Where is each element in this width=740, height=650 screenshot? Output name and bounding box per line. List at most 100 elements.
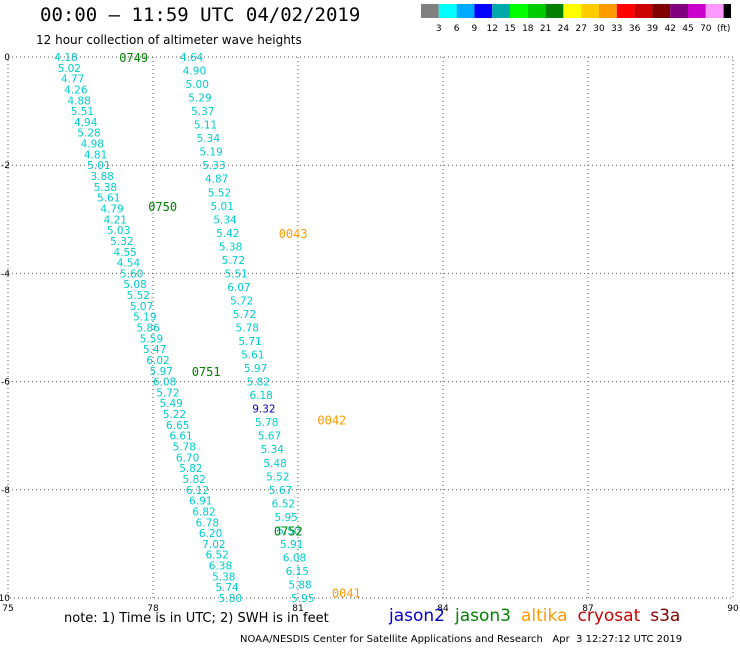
- wave-height-point: 5.01: [87, 160, 110, 172]
- x-tick-label: 81: [292, 604, 303, 614]
- colorbar-label: 39: [647, 24, 659, 34]
- page-subtitle: 12 hour collection of altimeter wave hei…: [36, 33, 302, 47]
- legend-item-altika: altika: [521, 606, 568, 626]
- wave-height-point: 5.48: [263, 458, 286, 470]
- footer-note: note: 1) Time is in UTC; 2) SWH is in fe…: [64, 611, 329, 626]
- wave-height-point: 6.07: [227, 282, 250, 294]
- plot-frame: [7, 56, 734, 599]
- wave-height-point: 5.34: [213, 214, 237, 226]
- colorbar-swatch: [723, 4, 731, 18]
- orbit-number-label: 0749: [119, 51, 148, 65]
- wave-height-point: 6.08: [283, 552, 306, 564]
- x-tick-label: 90: [727, 604, 739, 614]
- wave-height-point: 4.98: [81, 139, 104, 151]
- wave-height-point: 5.61: [241, 350, 264, 362]
- wave-height-point: 5.52: [266, 471, 289, 483]
- wave-height-point: 5.80: [219, 593, 242, 605]
- colorbar-swatch: [545, 4, 564, 18]
- x-tick-label: 84: [437, 604, 449, 614]
- wave-height-point: 4.88: [67, 95, 90, 107]
- colorbar-swatch: [510, 4, 528, 18]
- wave-height-point: 5.91: [280, 539, 303, 551]
- colorbar-label: 24: [558, 24, 570, 34]
- wave-height-point: 5.97: [150, 366, 173, 378]
- wave-height-point: 5.00: [186, 79, 209, 91]
- wave-height-point: 4.94: [74, 117, 98, 129]
- colorbar-swatch: [438, 4, 457, 18]
- wave-height-point: 6.61: [169, 431, 192, 443]
- wave-height-point: 5.78: [255, 417, 278, 429]
- y-tick-label: -10: [0, 594, 10, 604]
- wave-height-point: 5.51: [71, 106, 94, 118]
- colorbar-swatch: [581, 4, 599, 18]
- wave-height-point: 5.72: [230, 295, 253, 307]
- wave-height-point: 5.60: [120, 268, 143, 280]
- colorbar-swatch: [670, 4, 688, 18]
- wave-height-point: 6.38: [209, 561, 232, 573]
- colorbar-swatch: [599, 4, 617, 18]
- wave-height-point: 5.82: [247, 377, 270, 389]
- wave-height-point: 6.08: [153, 377, 176, 389]
- wave-height-point: 5.28: [77, 128, 100, 140]
- colorbar-label: 21: [540, 24, 551, 34]
- colorbar-label: 18: [522, 24, 534, 34]
- colorbar-swatch: [474, 4, 493, 18]
- colorbar-swatch: [456, 4, 475, 18]
- wave-height-point: 9.32: [252, 404, 275, 416]
- colorbar-swatch: [705, 4, 724, 18]
- colorbar-label: 15: [504, 24, 515, 34]
- wave-height-point: 5.74: [215, 582, 239, 594]
- wave-height-point: 5.71: [238, 336, 261, 348]
- wave-height-point: 6.82: [192, 506, 215, 518]
- wave-height-point: 6.52: [272, 498, 295, 510]
- wave-height-point: 3.88: [90, 171, 113, 183]
- wave-height-point: 6.70: [176, 452, 199, 464]
- wave-height-point: 5.67: [269, 485, 292, 497]
- wave-height-point: 7.02: [202, 539, 225, 551]
- wave-height-point: 5.82: [182, 474, 205, 486]
- colorbar-swatch: [652, 4, 671, 18]
- wave-height-point: 5.19: [133, 312, 156, 324]
- satellite-legend: jason2 jason3 altika cryosat s3a: [389, 606, 690, 626]
- wave-height-point: 5.37: [191, 106, 214, 118]
- wave-height-point: 5.72: [222, 255, 245, 267]
- wave-height-point: 5.22: [163, 409, 186, 421]
- wave-height-point: 4.90: [183, 66, 206, 78]
- wave-height-point: 4.64: [180, 52, 204, 64]
- wave-height-point: 4.54: [117, 258, 141, 270]
- colorbar-label: 42: [664, 24, 675, 34]
- wave-height-point: 4.81: [84, 149, 107, 161]
- y-tick-label: 0: [4, 53, 10, 63]
- legend-item-jason3: jason3: [455, 606, 511, 626]
- colorbar-label: (ft): [717, 24, 731, 34]
- colorbar-swatch: [563, 4, 582, 18]
- colorbar: 3 6 9 12 15 18 21 24 27 30 33 36 39 42 45 70 (ft): [421, 4, 731, 34]
- orbit-number-label: 0752: [274, 524, 303, 538]
- wave-height-point: 5.38: [94, 182, 117, 194]
- wave-height-point: 4.55: [113, 247, 136, 259]
- wave-height-point: 5.02: [58, 63, 81, 75]
- wave-height-point: 4.77: [61, 74, 84, 86]
- wave-height-point: 6.52: [205, 550, 228, 562]
- legend-item-cryosat: cryosat: [577, 606, 641, 626]
- x-tick-label: 75: [2, 604, 13, 614]
- wave-height-point: 6.65: [166, 420, 189, 432]
- colorbar-swatch: [527, 4, 546, 18]
- wave-height-point: 5.61: [97, 193, 120, 205]
- wave-height-point: 5.19: [199, 147, 222, 159]
- wave-height-point: 5.33: [202, 160, 225, 172]
- wave-height-point: 5.78: [236, 323, 259, 335]
- wave-height-point: 6.02: [146, 355, 169, 367]
- wave-height-point: 5.38: [219, 241, 242, 253]
- wave-height-point: 5.97: [244, 363, 267, 375]
- y-tick-label: -2: [1, 161, 10, 171]
- colorbar-label: 36: [629, 24, 641, 34]
- wave-height-point: 5.72: [233, 309, 256, 321]
- wave-height-point: 5.51: [224, 268, 247, 280]
- wave-height-point: 5.29: [188, 93, 211, 105]
- wave-height-point: 5.42: [216, 228, 239, 240]
- wave-height-point: 5.67: [258, 431, 281, 443]
- wave-height-point: 6.78: [196, 517, 219, 529]
- orbit-number-label: 0043: [279, 227, 308, 241]
- footer-credit: NOAA/NESDIS Center for Satellite Applica…: [240, 634, 683, 645]
